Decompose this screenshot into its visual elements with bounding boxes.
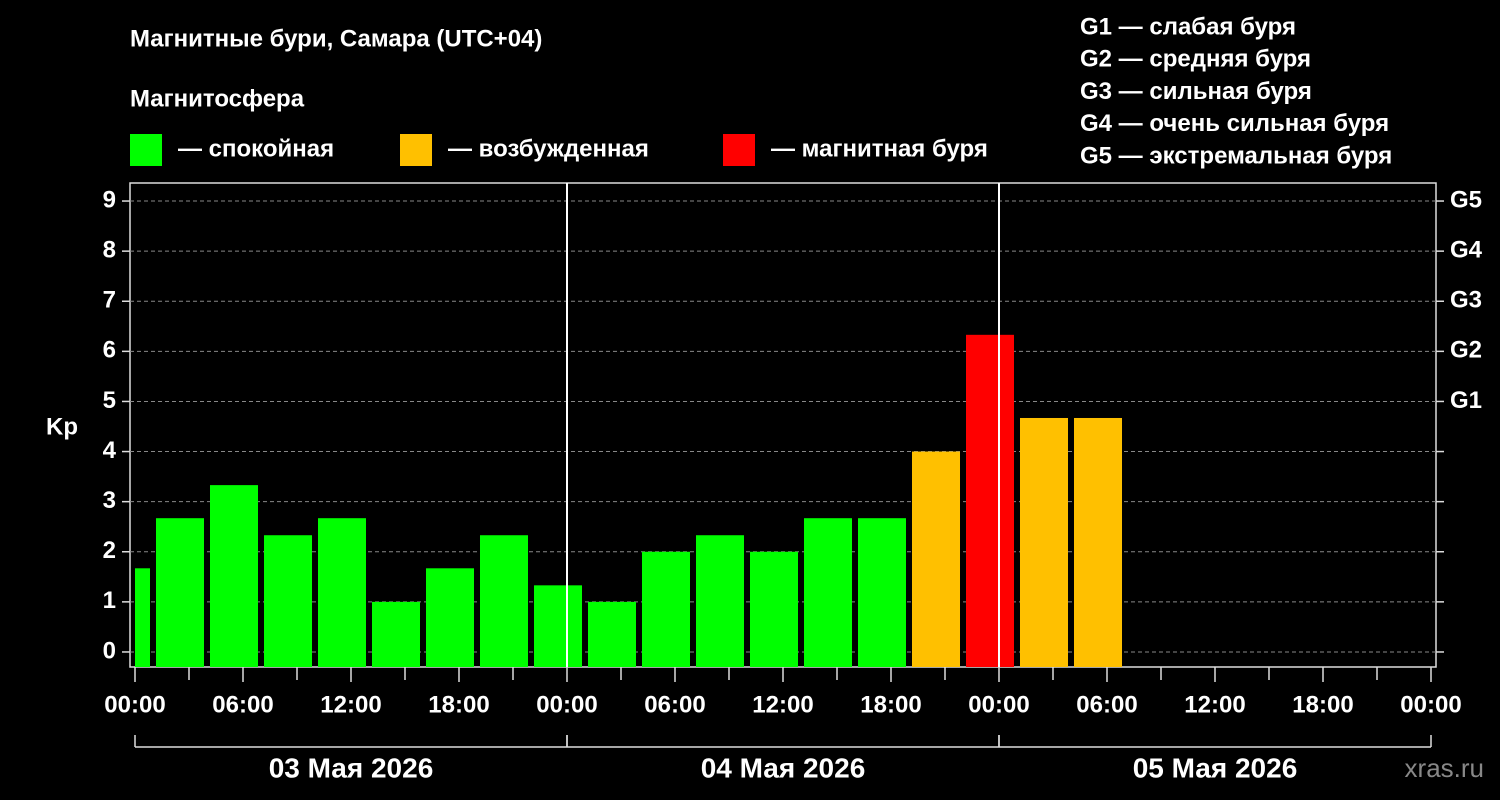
bar <box>317 518 367 667</box>
storm-scale-entry: G2 — средняя буря <box>1080 46 1311 73</box>
x-tick-label: 18:00 <box>1292 691 1353 718</box>
watermark: xras.ru <box>1405 753 1484 783</box>
x-tick-label: 12:00 <box>320 691 381 718</box>
x-tick-label: 18:00 <box>860 691 921 718</box>
bar <box>641 551 691 667</box>
storm-scale-entry: G1 — слабая буря <box>1080 13 1296 40</box>
bar <box>371 601 421 667</box>
y-tick-label: 8 <box>103 236 116 263</box>
x-tick-label: 06:00 <box>212 691 273 718</box>
x-tick-label: 06:00 <box>1076 691 1137 718</box>
bar <box>803 518 853 667</box>
storm-scale-entry: G3 — сильная буря <box>1080 78 1312 105</box>
legend-swatch <box>130 134 162 166</box>
bar <box>965 334 1015 667</box>
legend-swatch <box>400 134 432 166</box>
x-tick-label: 00:00 <box>1400 691 1461 718</box>
bar <box>587 601 637 667</box>
day-label: 03 Мая 2026 <box>269 752 434 783</box>
y2-tick-label: G4 <box>1450 236 1483 263</box>
bars <box>135 334 1123 667</box>
y-tick-label: 6 <box>103 337 116 364</box>
y-tick-label: 3 <box>103 487 116 514</box>
legend-swatch <box>723 134 755 166</box>
y-axis-label: Kp <box>46 413 78 440</box>
y-tick-label: 1 <box>103 587 116 614</box>
bar <box>135 568 151 667</box>
bar <box>425 568 475 667</box>
day-label: 04 Мая 2026 <box>701 752 866 783</box>
bar <box>155 518 205 667</box>
bar <box>695 535 745 667</box>
x-tick-label: 00:00 <box>104 691 165 718</box>
y-tick-label: 2 <box>103 537 116 564</box>
bar <box>749 551 799 667</box>
y2-tick-label: G1 <box>1450 387 1482 414</box>
legend-label: — возбужденная <box>448 135 649 162</box>
storm-scale-entry: G4 — очень сильная буря <box>1080 110 1389 137</box>
bar <box>1019 417 1069 667</box>
y-tick-label: 0 <box>103 637 116 664</box>
bar <box>533 585 583 667</box>
bar <box>857 518 907 667</box>
x-tick-label: 12:00 <box>1184 691 1245 718</box>
y-tick-label: 9 <box>103 186 116 213</box>
day-label: 05 Мая 2026 <box>1133 752 1298 783</box>
storm-scale-entry: G5 — экстремальная буря <box>1080 143 1392 170</box>
y2-tick-label: G2 <box>1450 337 1482 364</box>
bar <box>911 451 961 667</box>
y-tick-label: 5 <box>103 387 116 414</box>
x-tick-label: 00:00 <box>968 691 1029 718</box>
bar <box>479 535 529 667</box>
bar <box>1073 417 1123 667</box>
bar <box>263 535 313 667</box>
y-tick-label: 4 <box>103 437 117 464</box>
chart-title: Магнитные бури, Самара (UTC+04) <box>130 25 542 52</box>
legend-title: Магнитосфера <box>130 85 305 112</box>
y2-tick-label: G5 <box>1450 186 1482 213</box>
x-tick-label: 00:00 <box>536 691 597 718</box>
legend-label: — магнитная буря <box>771 135 988 162</box>
y-tick-label: 7 <box>103 287 116 314</box>
y2-tick-label: G3 <box>1450 287 1482 314</box>
x-tick-label: 12:00 <box>752 691 813 718</box>
x-tick-label: 06:00 <box>644 691 705 718</box>
bar <box>209 485 259 667</box>
x-tick-label: 18:00 <box>428 691 489 718</box>
legend-label: — спокойная <box>178 135 334 162</box>
